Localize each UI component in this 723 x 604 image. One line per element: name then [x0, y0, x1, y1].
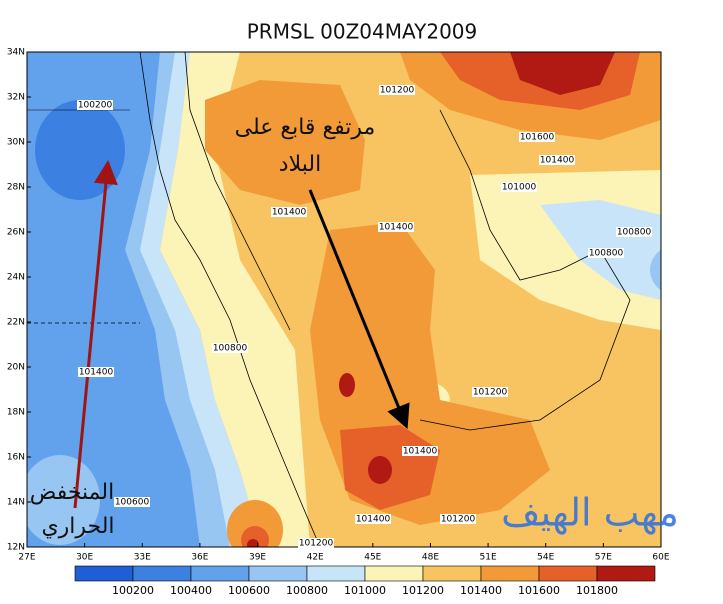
contour-label: 100800: [617, 228, 652, 238]
lon-label: 48E: [422, 553, 439, 563]
lat-label: 12N: [7, 543, 25, 553]
legend-label: 100600: [228, 584, 270, 597]
contour-label-bg: [78, 367, 114, 377]
contour-label-bg: [114, 497, 150, 507]
legend-swatch: [190, 565, 250, 582]
contour-label-bg: [298, 538, 334, 548]
contour-label: 101400: [403, 447, 438, 457]
lat-label: 34N: [7, 48, 25, 58]
legend-label: 101000: [344, 584, 386, 597]
contour-label-bg: [379, 85, 415, 95]
contour-label: 100200: [78, 101, 113, 111]
contour-label: 101200: [380, 86, 415, 96]
legend-swatch: [538, 565, 598, 582]
lon-label: 33E: [134, 553, 151, 563]
watermark: مهب الهيف: [501, 491, 679, 536]
contour-label: 101600: [520, 133, 555, 143]
legend-swatch: [132, 565, 192, 582]
contour-label: 101400: [79, 368, 114, 378]
lat-label: 14N: [7, 498, 25, 508]
lon-label: 30E: [76, 553, 93, 563]
lat-label: 28N: [7, 183, 25, 193]
contour-label-bg: [472, 387, 508, 397]
pressure-field: [27, 52, 661, 547]
legend-swatch: [364, 565, 424, 582]
legend-label: 101800: [576, 584, 618, 597]
lon-label: 51E: [480, 553, 497, 563]
contour-label-bg: [378, 222, 414, 232]
contour-label-bg: [501, 182, 537, 192]
contour-label-bg: [402, 446, 438, 456]
contour-label: 101200: [299, 539, 334, 549]
contour-label: 101000: [502, 183, 537, 193]
contour-label-bg: [77, 100, 113, 110]
contour-label-bg: [539, 155, 575, 165]
lon-label: 45E: [364, 553, 381, 563]
contour-label: 101200: [473, 388, 508, 398]
lon-label: 54E: [537, 553, 554, 563]
lat-label: 26N: [7, 228, 25, 238]
contour-label-bg: [440, 514, 476, 524]
legend-swatch: [480, 565, 540, 582]
contour-label-bg: [271, 207, 307, 217]
lat-label: 22N: [7, 318, 25, 328]
contour-label: 101400: [540, 156, 575, 166]
contour-label: 100600: [115, 498, 150, 508]
contour-label: 101400: [379, 223, 414, 233]
legend-swatch: [74, 565, 134, 582]
legend-label: 100800: [286, 584, 328, 597]
contour-label: 101200: [441, 515, 476, 525]
legend-label: 101600: [518, 584, 560, 597]
lon-label: 36E: [191, 553, 208, 563]
lat-label: 20N: [7, 363, 25, 373]
lon-label: 27E: [18, 553, 35, 563]
annotation: البلاد: [279, 152, 321, 177]
annotation: الحراري: [41, 514, 114, 539]
lat-label: 32N: [7, 93, 25, 103]
lon-label: 60E: [652, 553, 669, 563]
legend-swatch: [306, 565, 366, 582]
lat-label: 16N: [7, 453, 25, 463]
legend-swatch: [248, 565, 308, 582]
title: PRMSL 00Z04MAY2009: [247, 20, 478, 44]
contour-label: 101400: [356, 515, 391, 525]
lat-label: 18N: [7, 408, 25, 418]
map-frame: [26, 51, 662, 548]
contour-label-bg: [355, 514, 391, 524]
contour-label: 101400: [272, 208, 307, 218]
contour-label-bg: [519, 132, 555, 142]
contour-label-bg: [588, 248, 624, 258]
legend-label: 101400: [460, 584, 502, 597]
lat-label: 30N: [7, 138, 25, 148]
legend-swatch: [422, 565, 482, 582]
annotation: المنخفض: [30, 480, 114, 505]
arrow-high: [308, 189, 410, 430]
contour-label: 100800: [213, 344, 248, 354]
contour-label-bg: [212, 343, 248, 353]
contour-label-bg: [616, 227, 652, 237]
lon-label: 39E: [249, 553, 266, 563]
legend-label: 100200: [112, 584, 154, 597]
arrow-low: [73, 160, 118, 509]
legend-label: 100400: [170, 584, 212, 597]
contour-label: 100800: [589, 249, 624, 259]
lat-label: 24N: [7, 273, 25, 283]
lon-label: 42E: [307, 553, 324, 563]
legend-label: 101200: [402, 584, 444, 597]
lon-label: 57E: [595, 553, 612, 563]
legend-swatch: [596, 565, 656, 582]
annotation: مرتفع قابع على: [235, 115, 376, 140]
